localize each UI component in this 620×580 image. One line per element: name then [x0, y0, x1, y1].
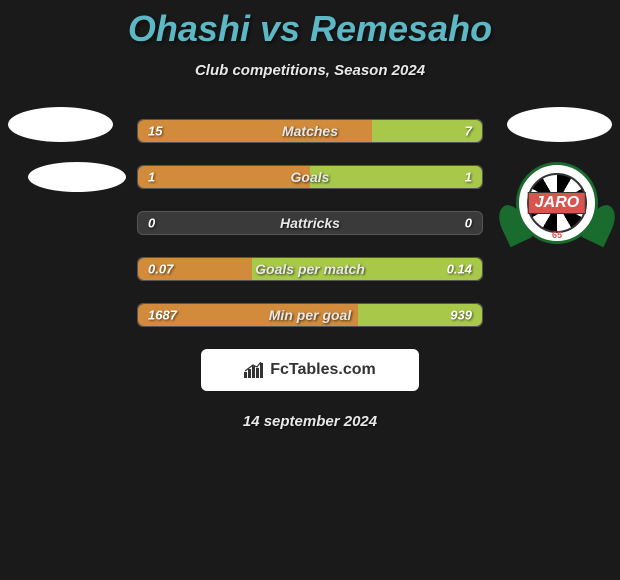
stat-bars: 15 7 Matches 1 1 Goals 0 0 Hattricks 0.07 0.14 Goal… [137, 119, 483, 327]
date-line: 14 september 2024 [0, 413, 620, 430]
bar-label: Goals [291, 169, 330, 185]
stat-bar-row: 15 7 Matches [137, 119, 483, 143]
bar-left-value: 1 [148, 170, 155, 185]
bar-right-value: 0 [465, 216, 472, 231]
bar-label: Matches [282, 123, 338, 139]
page-subtitle: Club competitions, Season 2024 [0, 62, 620, 79]
badge-year: 65 [552, 230, 562, 240]
bar-right-fill [310, 166, 482, 188]
chart-icon [244, 362, 264, 378]
watermark: FcTables.com [201, 349, 419, 391]
bar-left-value: 0.07 [148, 262, 173, 277]
bar-left-value: 0 [148, 216, 155, 231]
bar-right-value: 939 [450, 308, 472, 323]
team-logo-placeholder-icon [28, 162, 126, 192]
bar-label: Min per goal [269, 307, 351, 323]
badge-text: JARO [528, 192, 586, 214]
club-badge-icon: JARO 65 [507, 162, 607, 244]
stat-bar-row: 0 0 Hattricks [137, 211, 483, 235]
watermark-text: FcTables.com [270, 361, 376, 379]
bar-label: Goals per match [255, 261, 365, 277]
team-logo-placeholder-icon [507, 107, 612, 142]
left-team-logos [8, 107, 126, 212]
page-title: Ohashi vs Remesaho [0, 0, 620, 50]
bar-label: Hattricks [280, 215, 340, 231]
bar-left-value: 15 [148, 124, 162, 139]
bar-right-value: 1 [465, 170, 472, 185]
stat-bar-row: 1 1 Goals [137, 165, 483, 189]
right-team-logos: JARO 65 [507, 107, 612, 244]
stat-bar-row: 0.07 0.14 Goals per match [137, 257, 483, 281]
bar-right-value: 0.14 [447, 262, 472, 277]
stats-container: JARO 65 15 7 Matches 1 1 Goals 0 0 Hattricks 0.07… [0, 119, 620, 327]
bar-left-fill [138, 166, 310, 188]
bar-left-value: 1687 [148, 308, 177, 323]
bar-right-value: 7 [465, 124, 472, 139]
team-logo-placeholder-icon [8, 107, 113, 142]
stat-bar-row: 1687 939 Min per goal [137, 303, 483, 327]
